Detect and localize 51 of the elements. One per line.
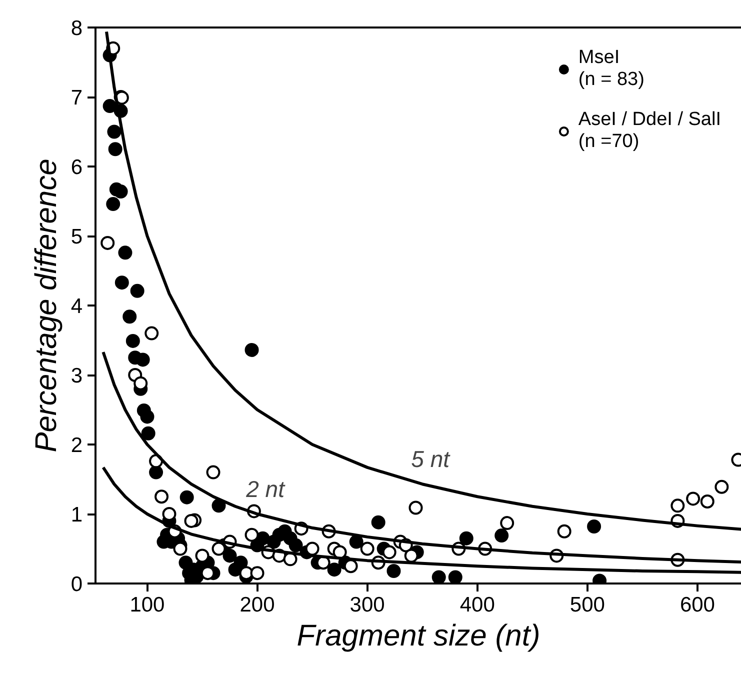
y-tick-label: 1 (70, 504, 83, 526)
point (184, 514, 198, 528)
y-tick-label: 8 (70, 17, 83, 40)
point (195, 548, 210, 563)
legend-label: AseI / DdeI / SalI (n =70) (578, 109, 721, 153)
x-tick-label: 100 (130, 594, 165, 616)
point (250, 566, 264, 580)
x-axis-title: Fragment size (nt) (296, 620, 540, 652)
y-tick-label: 5 (70, 226, 83, 248)
point (714, 480, 729, 494)
y-tick-label: 7 (70, 86, 83, 110)
x-tick-label: 200 (240, 594, 275, 616)
y-tick-label: 4 (70, 295, 83, 318)
line-series (102, 466, 741, 574)
y-axis-title: Percentage difference (30, 158, 63, 452)
point (670, 498, 685, 513)
line-series (102, 350, 741, 564)
point (360, 542, 374, 556)
x-tick-label: 300 (350, 594, 385, 616)
point (134, 376, 148, 390)
x-tick-label: 600 (680, 594, 716, 616)
point (500, 516, 514, 530)
point (162, 507, 176, 521)
point (404, 548, 418, 563)
point (305, 542, 320, 556)
annotation: 5 nt (411, 446, 452, 472)
y-tick-label: 0 (70, 573, 83, 596)
y-tick-label: 3 (70, 364, 83, 388)
point (212, 542, 226, 556)
point (344, 559, 358, 574)
point (200, 566, 215, 580)
point (206, 465, 220, 480)
point (239, 566, 254, 580)
point (700, 494, 714, 508)
y-tick-label: 6 (70, 156, 83, 179)
point (408, 500, 423, 515)
point (144, 326, 159, 340)
point (154, 490, 169, 504)
point (244, 528, 259, 542)
point (173, 542, 188, 556)
point (100, 236, 115, 250)
y-tick-label: 2 (70, 434, 83, 457)
point (557, 524, 572, 538)
x-tick-label: 500 (570, 594, 605, 616)
legend-label: MseI (n = 83) (578, 47, 644, 91)
point (686, 492, 700, 506)
point (283, 552, 298, 566)
line-series (105, 30, 741, 531)
point (382, 545, 396, 560)
x-tick-label: 400 (460, 594, 495, 616)
annotation: 2 nt (245, 476, 286, 502)
